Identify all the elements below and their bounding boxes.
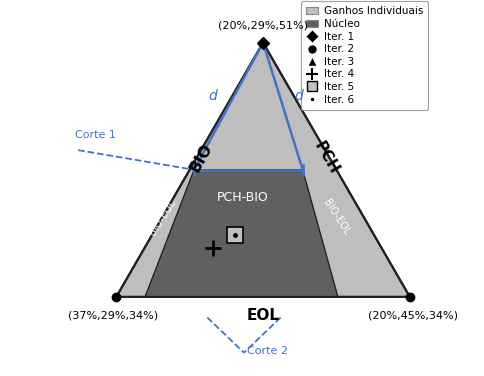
Text: d: d — [208, 89, 216, 103]
Text: BIO-EOL: BIO-EOL — [147, 198, 177, 237]
Legend: Ganhos Individuais, Núcleo, Iter. 1, Iter. 2, Iter. 3, Iter. 4, Iter. 5, Iter. 6: Ganhos Individuais, Núcleo, Iter. 1, Ite… — [300, 1, 427, 110]
Polygon shape — [145, 170, 337, 297]
Text: d: d — [294, 89, 303, 103]
Text: BIO-EOL: BIO-EOL — [320, 198, 351, 237]
Text: PCH-BIO: PCH-BIO — [216, 191, 268, 203]
Text: (20%,45%,34%): (20%,45%,34%) — [367, 310, 457, 320]
Text: EOL: EOL — [246, 308, 279, 323]
Text: BIO: BIO — [187, 141, 215, 175]
Text: (20%,29%,51%): (20%,29%,51%) — [218, 21, 307, 31]
Text: Corte 1: Corte 1 — [75, 130, 116, 140]
Text: (37%,29%,34%): (37%,29%,34%) — [68, 310, 158, 320]
Text: PCH: PCH — [310, 139, 341, 177]
Polygon shape — [116, 43, 409, 297]
Text: Corte 2: Corte 2 — [246, 346, 287, 356]
